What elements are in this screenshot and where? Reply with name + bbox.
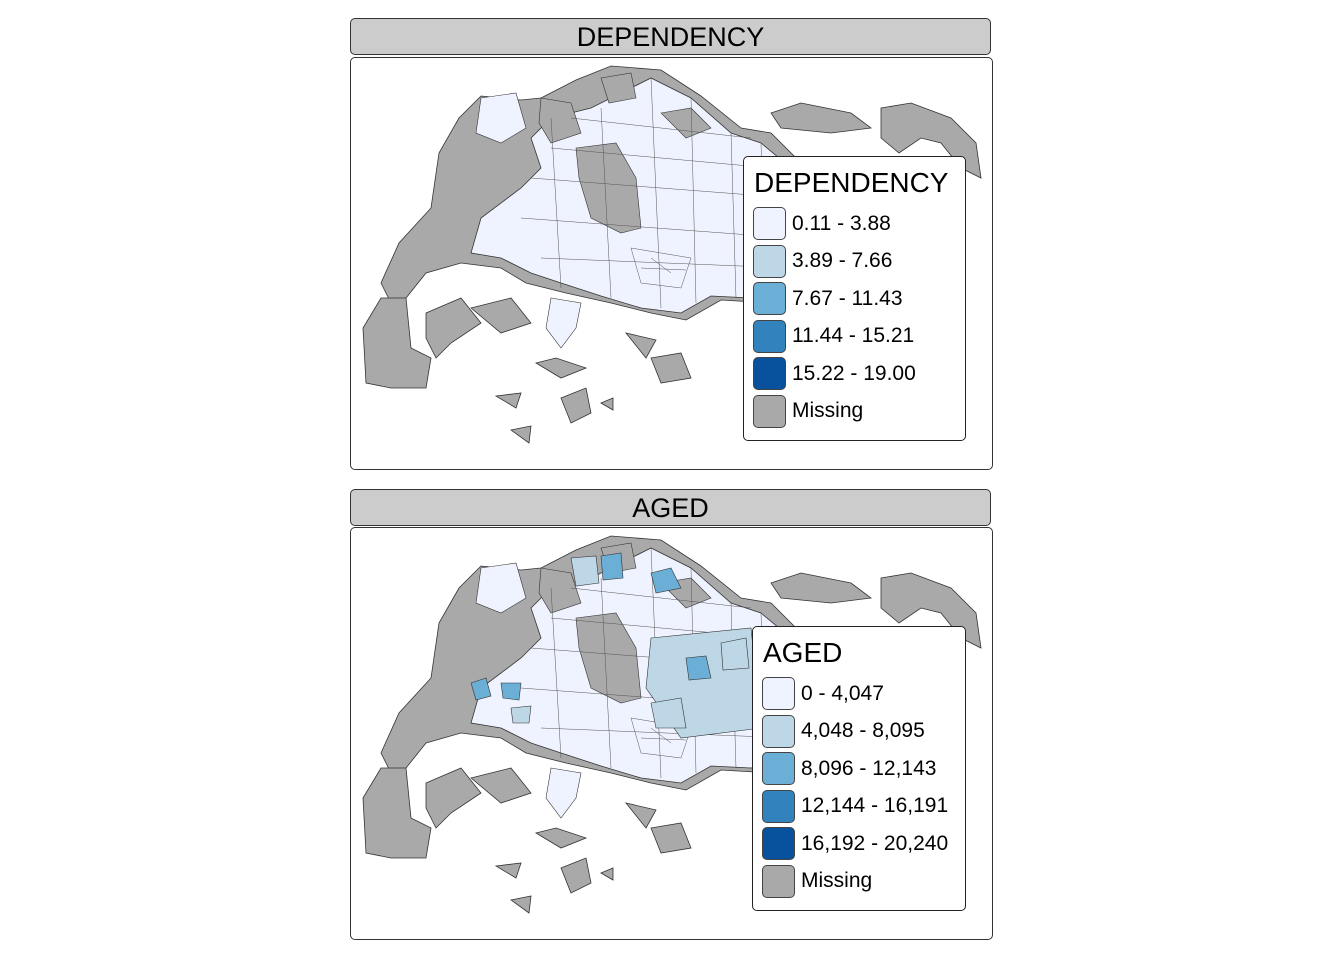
legend-item: 12,144 - 16,191: [762, 788, 956, 826]
legend-item: 4,048 - 8,095: [762, 713, 956, 751]
legend-swatch: [753, 207, 786, 241]
legend-item: 15.22 - 19.00: [753, 355, 956, 393]
legend-item: 7.67 - 11.43: [753, 280, 956, 318]
legend-label: 7.67 - 11.43: [792, 286, 903, 310]
legend-label: 0.11 - 3.88: [792, 211, 891, 235]
legend-item: 16,192 - 20,240: [762, 825, 956, 863]
legend-swatch: [753, 357, 786, 391]
legend-dependency: DEPENDENCY 0.11 - 3.88 3.89 - 7.66 7.67 - …: [743, 156, 966, 441]
legend-item: 0 - 4,047: [762, 675, 956, 713]
map-panel-aged: AGED 0 - 4,047 4,048 - 8,095 8,096 - 12,14…: [350, 527, 993, 940]
legend-item: 3.89 - 7.66: [753, 243, 956, 281]
legend-label: Missing: [792, 399, 864, 423]
legend-swatch: [753, 319, 786, 353]
legend-label: 16,192 - 20,240: [801, 831, 949, 855]
facet-strip-dependency: DEPENDENCY: [350, 18, 991, 55]
legend-swatch: [762, 827, 795, 861]
legend-label: Missing: [801, 869, 873, 893]
map-panel-dependency: DEPENDENCY 0.11 - 3.88 3.89 - 7.66 7.67 - …: [350, 57, 993, 470]
legend-swatch: [753, 282, 786, 316]
legend-item: 11.44 - 15.21: [753, 318, 956, 356]
legend-label: 3.89 - 7.66: [792, 249, 893, 273]
legend-title: AGED: [763, 637, 843, 668]
legend-label: 11.44 - 15.21: [792, 324, 915, 348]
legend-item: 8,096 - 12,143: [762, 750, 956, 788]
legend-item: 0.11 - 3.88: [753, 205, 956, 243]
legend-swatch: [753, 244, 786, 278]
legend-swatch: [762, 752, 795, 786]
legend-label: 8,096 - 12,143: [801, 756, 937, 780]
legend-item: Missing: [753, 393, 956, 431]
facet-strip-aged: AGED: [350, 489, 991, 526]
legend-swatch: [762, 789, 795, 823]
legend-swatch: [762, 714, 795, 748]
legend-label: 4,048 - 8,095: [801, 719, 925, 743]
legend-swatch: [762, 677, 795, 711]
legend-swatch: [753, 394, 786, 428]
legend-title: DEPENDENCY: [754, 167, 949, 198]
legend-aged: AGED 0 - 4,047 4,048 - 8,095 8,096 - 12,14…: [752, 626, 966, 911]
legend-label: 12,144 - 16,191: [801, 794, 949, 818]
legend-swatch: [762, 864, 795, 898]
legend-label: 0 - 4,047: [801, 681, 884, 705]
legend-item: Missing: [762, 863, 956, 901]
legend-label: 15.22 - 19.00: [792, 361, 916, 385]
